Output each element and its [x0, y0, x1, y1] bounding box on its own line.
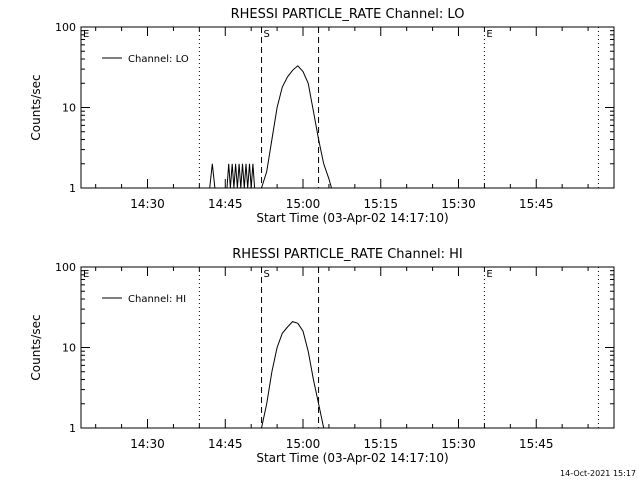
x-tick-label: 15:45 — [519, 437, 554, 451]
legend-label: Channel: HI — [128, 294, 186, 305]
x-tick-label: 15:30 — [441, 197, 476, 211]
x-tick-label: 14:30 — [130, 437, 165, 451]
y-tick-label: 1 — [69, 182, 76, 195]
y-tick-label: 10 — [62, 102, 76, 115]
chart-title: RHESSI PARTICLE_RATE Channel: HI — [232, 247, 462, 262]
marker-label: S — [264, 269, 270, 280]
x-tick-label: 15:00 — [286, 437, 321, 451]
timestamp: 14-Oct-2021 15:17 — [560, 469, 636, 478]
chart-panel-1: RHESSI PARTICLE_RATE Channel: LO 1 10 100 Co… — [29, 7, 615, 225]
x-tick-label: 15:45 — [519, 197, 554, 211]
marker-label: S — [264, 29, 270, 40]
marker-label: E — [486, 269, 492, 280]
marker-label: E — [486, 29, 492, 40]
plot-frame — [80, 266, 615, 429]
marker-label: E — [83, 29, 89, 40]
y-tick-label: 100 — [55, 261, 76, 274]
y-tick-label: 10 — [62, 342, 76, 355]
legend: Channel: HI — [102, 294, 186, 305]
marker-label: E — [83, 269, 89, 280]
x-tick-label: 15:15 — [363, 437, 398, 451]
y-tick-label: 1 — [69, 422, 76, 435]
x-tick-label: 15:30 — [441, 437, 476, 451]
legend-label: Channel: LO — [128, 54, 189, 65]
x-axis-label: Start Time (03-Apr-02 14:17:10) — [256, 451, 448, 465]
data-series-line — [261, 321, 325, 429]
x-tick-label: 14:45 — [208, 437, 243, 451]
x-axis-label: Start Time (03-Apr-02 14:17:10) — [256, 211, 448, 225]
chart-title: RHESSI PARTICLE_RATE Channel: LO — [231, 7, 465, 22]
data-series-line — [194, 65, 332, 189]
x-tick-label: 15:15 — [363, 197, 398, 211]
y-axis-label: Counts/sec — [29, 314, 43, 380]
y-tick-label: 100 — [55, 21, 76, 34]
chart-panel-2: RHESSI PARTICLE_RATE Channel: HI 1 10 100 Co… — [29, 247, 615, 465]
legend: Channel: LO — [102, 54, 189, 65]
y-axis-label: Counts/sec — [29, 74, 43, 140]
x-tick-label: 14:30 — [130, 197, 165, 211]
plot-frame — [80, 26, 615, 189]
x-tick-label: 14:45 — [208, 197, 243, 211]
x-tick-label: 15:00 — [286, 197, 321, 211]
